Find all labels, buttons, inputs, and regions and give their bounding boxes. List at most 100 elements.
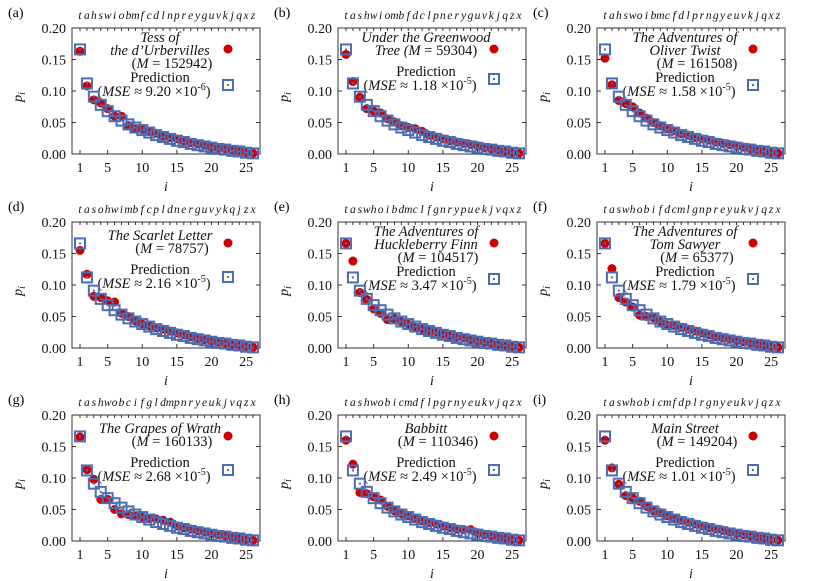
prediction-point <box>340 237 352 250</box>
prediction-point <box>471 528 484 541</box>
legend-mse: (MSE ≈ 1.79 ×10-5) <box>622 276 735 294</box>
prediction-point <box>619 485 632 498</box>
prediction-point <box>388 505 401 518</box>
prediction-point-center <box>127 510 130 513</box>
prediction-point-center <box>351 82 354 85</box>
prediction-point <box>654 315 667 328</box>
legend-title-line: The Adventures of <box>633 224 740 240</box>
prediction-point <box>682 517 695 530</box>
prediction-point <box>157 517 170 530</box>
observed-point <box>341 435 351 445</box>
rank-letter: q <box>761 10 767 22</box>
rank-letter: l <box>427 10 430 22</box>
prediction-point <box>436 134 449 147</box>
prediction-point <box>219 143 232 156</box>
x-tick-label: 25 <box>505 161 519 176</box>
prediction-point-center <box>79 242 81 245</box>
y-tick-label: 0.05 <box>567 504 592 519</box>
y-tick-label: 0.20 <box>42 22 67 37</box>
prediction-point-center <box>345 242 347 245</box>
x-tick-label: 10 <box>660 548 674 563</box>
prediction-point-center <box>631 304 634 307</box>
rank-letter: b <box>126 10 132 22</box>
prediction-point-center <box>707 335 710 338</box>
prediction-point <box>723 334 736 347</box>
x-axis-label: i <box>164 180 168 195</box>
prediction-point-center <box>106 110 109 113</box>
prediction-point-center <box>182 528 185 531</box>
prediction-point-center <box>407 129 410 132</box>
rank-letter: q <box>761 204 767 216</box>
rank-letter: s <box>358 397 363 409</box>
rank-letter: m <box>390 10 398 22</box>
prediction-point-center <box>99 490 102 493</box>
rank-letter: m <box>404 397 412 409</box>
rank-letter: r <box>448 397 453 409</box>
x-axis-label: i <box>689 180 693 195</box>
x-tick-label: 15 <box>436 548 450 563</box>
rank-letter: v <box>748 204 754 216</box>
prediction-point-center <box>400 320 403 323</box>
rank-letter: a <box>350 204 356 216</box>
x-tick-label: 25 <box>239 355 253 370</box>
prediction-point <box>150 129 163 142</box>
x-tick-label: 10 <box>660 355 674 370</box>
prediction-point-center <box>421 134 424 137</box>
prediction-point-center <box>476 146 479 149</box>
prediction-point-center <box>106 497 109 500</box>
rank-letter: x <box>243 10 250 22</box>
prediction-point-center <box>252 346 254 349</box>
prediction-point <box>619 98 632 111</box>
legend-observed-marker <box>748 431 758 441</box>
prediction-point-center <box>134 126 137 129</box>
legend-observed-marker <box>223 238 233 248</box>
legend-mse: (MSE ≈ 1.18 ×10-5) <box>363 76 476 94</box>
prediction-point-center <box>162 329 165 332</box>
prediction-point <box>423 517 436 530</box>
rank-letter: d <box>160 397 166 409</box>
prediction-point <box>226 338 239 351</box>
y-tick-label: 0.15 <box>567 441 592 456</box>
prediction-point-center <box>120 119 123 122</box>
rank-letter: f <box>407 10 412 22</box>
legend-observed-marker <box>489 431 499 441</box>
rank-letter: s <box>92 204 97 216</box>
prediction-point <box>668 320 681 333</box>
prediction-point-center <box>120 313 123 316</box>
prediction-point-center <box>434 524 437 527</box>
y-tick-label: 0.00 <box>42 148 67 163</box>
prediction-point-center <box>721 338 724 341</box>
rank-letter: z <box>243 397 249 409</box>
prediction-point <box>381 501 394 514</box>
prediction-point <box>360 292 373 305</box>
prediction-point <box>772 147 784 160</box>
rank-letter: r <box>188 204 193 216</box>
x-tick-label: 15 <box>170 548 184 563</box>
prediction-point <box>599 237 611 250</box>
prediction-point <box>457 526 470 539</box>
prediction-point-center <box>175 526 178 529</box>
x-tick-label: 20 <box>470 548 484 563</box>
rank-letter: v <box>489 397 495 409</box>
observed-point <box>75 245 85 255</box>
rank-letter: p <box>173 10 180 22</box>
rank-letter: y <box>453 204 460 216</box>
prediction-point <box>709 331 722 344</box>
prediction-point <box>675 516 688 529</box>
prediction-point <box>702 136 715 149</box>
prediction-point-center <box>504 150 507 153</box>
rank-letter: y <box>460 10 467 22</box>
prediction-point-center <box>345 435 347 438</box>
legend-prediction-label: Prediction <box>655 70 715 86</box>
prediction-point <box>443 136 456 149</box>
rank-letter: g <box>202 10 208 22</box>
x-tick-label: 1 <box>77 355 84 370</box>
prediction-point <box>661 318 674 331</box>
rank-letter: v <box>482 10 488 22</box>
prediction-point-center <box>414 518 417 521</box>
rank-letter: o <box>637 397 643 409</box>
x-tick-label: 25 <box>239 161 253 176</box>
y-tick-label: 0.20 <box>567 22 592 37</box>
prediction-point <box>688 132 701 145</box>
prediction-point <box>682 130 695 143</box>
